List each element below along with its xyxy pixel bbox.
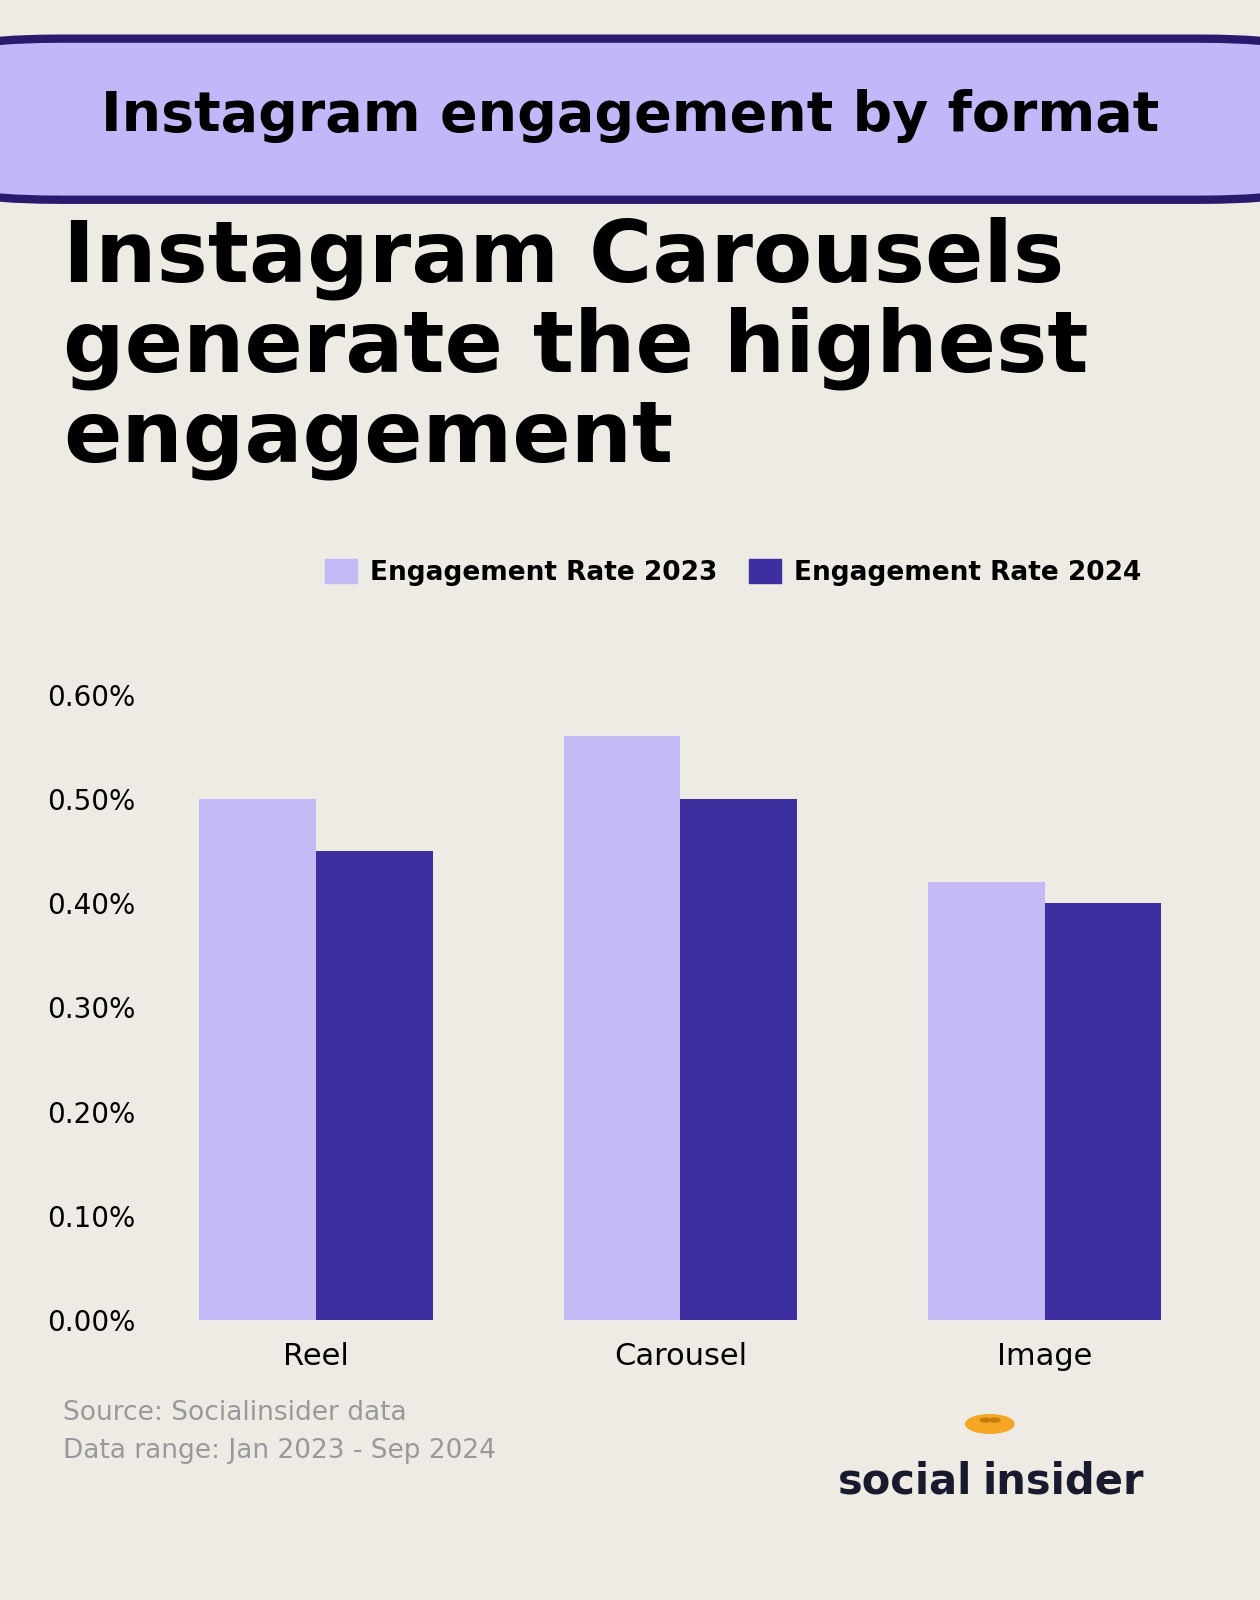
FancyBboxPatch shape [0,38,1260,200]
Bar [316,851,432,1320]
Text: insider: insider [983,1461,1144,1502]
Text: social: social [838,1461,973,1502]
Circle shape [965,1414,1014,1434]
Bar [563,736,680,1320]
Bar [680,798,798,1320]
Legend: Engagement Rate 2023, Engagement Rate 2024: Engagement Rate 2023, Engagement Rate 20… [315,549,1152,597]
Text: Source: Socialinsider data
Data range: Jan 2023 - Sep 2024: Source: Socialinsider data Data range: J… [63,1400,496,1464]
Bar [929,882,1045,1320]
Circle shape [990,1418,1000,1422]
Text: Instagram engagement by format: Instagram engagement by format [101,90,1159,142]
Bar [199,798,316,1320]
Circle shape [980,1418,990,1422]
Bar [1045,902,1162,1320]
Text: Instagram Carousels
generate the highest
engagement: Instagram Carousels generate the highest… [63,216,1089,480]
